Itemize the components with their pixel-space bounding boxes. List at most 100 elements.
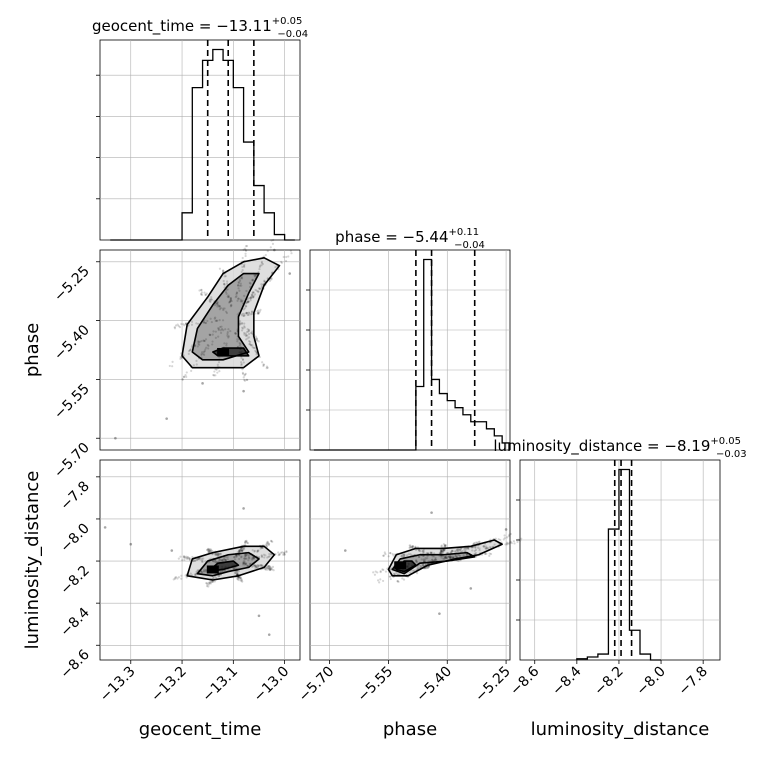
sample-point-luminosity_distance_vs_geocent_time (252, 557, 256, 560)
sample-point-phase_vs_geocent_time (221, 269, 225, 272)
sample-point-luminosity_distance_vs_geocent_time (244, 554, 248, 557)
sample-point-phase_vs_geocent_time (256, 339, 259, 342)
sample-point-luminosity_distance_vs_geocent_time (182, 555, 186, 558)
sample-point-luminosity_distance_vs_geocent_time (266, 568, 269, 571)
sample-point-phase_vs_geocent_time (235, 291, 239, 295)
sample-point-phase_vs_geocent_time (240, 276, 244, 279)
sample-point-luminosity_distance_vs_geocent_time (201, 560, 204, 563)
sample-point-phase_vs_geocent_time (250, 310, 254, 313)
sample-point-luminosity_distance_vs_geocent_time (240, 578, 243, 581)
sample-point-luminosity_distance_vs_phase (431, 555, 434, 558)
sample-point-phase_vs_geocent_time (240, 276, 243, 280)
sample-point-luminosity_distance_vs_geocent_time (259, 547, 262, 550)
sample-point-phase_vs_geocent_time (236, 299, 239, 302)
sample-point-luminosity_distance_vs_phase (447, 555, 450, 558)
sample-point-phase_vs_geocent_time (222, 279, 225, 283)
sample-point-phase_vs_geocent_time (285, 255, 288, 259)
sample-point-luminosity_distance_vs_geocent_time (246, 564, 249, 568)
sample-point-phase_vs_geocent_time (214, 374, 217, 377)
sample-point-luminosity_distance_vs_phase (443, 557, 446, 561)
sample-point-luminosity_distance_vs_geocent_time (188, 558, 192, 562)
sample-point-luminosity_distance_vs_geocent_time (208, 549, 211, 552)
sample-point-phase_vs_geocent_time (197, 322, 200, 325)
sample-point-luminosity_distance_vs_phase (442, 548, 445, 551)
sample-point-luminosity_distance_vs_geocent_time (241, 549, 244, 552)
sample-point-phase_vs_geocent_time (241, 368, 244, 371)
sample-point-phase_vs_geocent_time (220, 349, 223, 352)
sample-point-luminosity_distance_vs_phase (507, 534, 510, 538)
sample-point-phase_vs_geocent_time (246, 298, 249, 301)
sample-point-luminosity_distance_vs_geocent_time (222, 559, 225, 562)
sample-point-luminosity_distance_vs_phase (389, 575, 392, 578)
sample-point-luminosity_distance_vs_geocent_time (256, 549, 259, 552)
sample-point-phase_vs_geocent_time (223, 307, 226, 310)
sample-point-phase_vs_geocent_time (246, 378, 249, 382)
sample-point-luminosity_distance_vs_geocent_time (185, 557, 188, 560)
sample-point-phase_vs_geocent_time (251, 295, 255, 298)
sample-point-luminosity_distance_vs_geocent_time (237, 578, 240, 582)
sample-point-luminosity_distance_vs_phase (440, 545, 443, 548)
sample-point-luminosity_distance_vs_phase (416, 567, 419, 570)
sample-point-phase_vs_geocent_time (234, 332, 237, 335)
sample-point-phase_vs_geocent_time (227, 294, 230, 297)
sample-point-phase_vs_geocent_time (242, 327, 245, 330)
scatter-frame-phase_vs_geocent_time (99, 249, 301, 451)
sample-point-phase_vs_geocent_time (252, 295, 255, 299)
sample-point-luminosity_distance_vs_phase (488, 552, 491, 555)
density-fill-luminosity_distance_vs_phase-1 (392, 552, 475, 574)
sample-point-phase_vs_geocent_time (246, 313, 249, 316)
sample-point-phase_vs_geocent_time (225, 282, 229, 285)
sample-point-luminosity_distance_vs_phase (418, 564, 421, 567)
sample-point-luminosity_distance_vs_phase (372, 571, 375, 574)
sample-point-luminosity_distance_vs_phase (473, 542, 476, 545)
sample-point-luminosity_distance_vs_phase (393, 572, 396, 576)
sample-point-luminosity_distance_vs_geocent_time (238, 550, 241, 553)
sample-point-phase_vs_geocent_time (223, 286, 226, 289)
sample-point-luminosity_distance_vs_phase (411, 545, 414, 548)
sample-point-luminosity_distance_vs_geocent_time (244, 557, 247, 560)
sample-point-luminosity_distance_vs_geocent_time (269, 568, 272, 571)
sample-point-luminosity_distance_vs_geocent_time (219, 552, 223, 555)
sample-point-phase_vs_geocent_time (244, 245, 248, 248)
sample-point-phase_vs_geocent_time (210, 298, 213, 301)
contour-line-luminosity_distance_vs_geocent_time-1 (196, 551, 260, 577)
sample-point-phase_vs_geocent_time (245, 338, 248, 341)
sample-point-luminosity_distance_vs_geocent_time (179, 555, 182, 558)
sample-point-luminosity_distance_vs_phase (403, 564, 406, 568)
sample-point-luminosity_distance_vs_geocent_time (254, 566, 257, 569)
sample-point-phase_vs_geocent_time (251, 279, 254, 282)
sample-point-phase_vs_geocent_time (229, 305, 232, 308)
sample-point-phase_vs_geocent_time (227, 295, 231, 298)
sample-point-phase_vs_geocent_time (222, 269, 225, 272)
sample-point-luminosity_distance_vs_phase (484, 547, 488, 550)
sample-point-phase_vs_geocent_time (243, 265, 246, 268)
sample-point-luminosity_distance_vs_geocent_time (260, 563, 263, 567)
sample-point-luminosity_distance_vs_geocent_time (252, 565, 255, 568)
sample-point-luminosity_distance_vs_phase (510, 541, 513, 545)
sample-point-phase_vs_geocent_time (238, 344, 241, 347)
sample-point-luminosity_distance_vs_phase (402, 578, 406, 581)
sample-point-luminosity_distance_vs_phase (424, 558, 427, 561)
sample-point-luminosity_distance_vs_phase (470, 546, 473, 549)
sample-point-phase_vs_geocent_time (256, 310, 259, 313)
sample-point-luminosity_distance_vs_phase (401, 577, 404, 580)
sample-point-luminosity_distance_vs_phase (478, 540, 481, 543)
sample-point-phase_vs_geocent_time (224, 290, 228, 294)
sample-point-phase_vs_geocent_time (251, 330, 254, 333)
sample-point-phase_vs_geocent_time (246, 300, 249, 303)
sample-point-phase_vs_geocent_time (226, 288, 229, 291)
sample-point-luminosity_distance_vs_geocent_time (206, 547, 210, 550)
sample-point-luminosity_distance_vs_geocent_time (188, 557, 191, 560)
sample-point-phase_vs_geocent_time (251, 278, 254, 281)
sample-point-luminosity_distance_vs_phase (402, 555, 405, 558)
sample-point-luminosity_distance_vs_geocent_time (285, 550, 288, 554)
sample-point-luminosity_distance_vs_geocent_time (266, 544, 269, 547)
sample-point-phase_vs_geocent_time (242, 314, 245, 317)
sample-point-phase_vs_geocent_time (257, 290, 260, 293)
sample-point-phase_vs_geocent_time (241, 371, 244, 375)
sample-point-luminosity_distance_vs_geocent_time (242, 561, 246, 565)
sample-point-luminosity_distance_vs_phase (383, 551, 386, 554)
sample-point-luminosity_distance_vs_geocent_time (221, 570, 225, 573)
sample-point-luminosity_distance_vs_geocent_time (240, 549, 243, 553)
tick-label-x-luminosity_distance-1: −8.4 (549, 663, 584, 698)
